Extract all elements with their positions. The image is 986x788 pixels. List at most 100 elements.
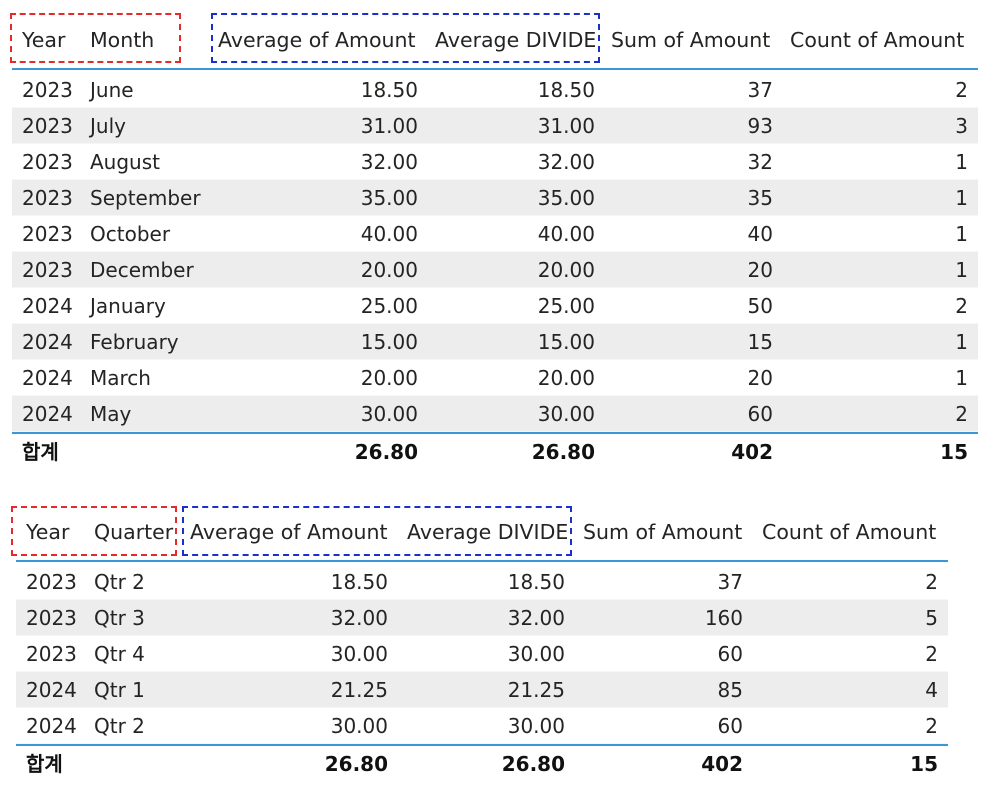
column-header-quarter[interactable]: Quarter — [94, 520, 174, 544]
row-separator — [12, 431, 978, 432]
table-row[interactable]: 2023 July 31.00 31.00 93 3 — [12, 108, 978, 144]
cell-count-of-amount: 1 — [955, 366, 968, 390]
cell-average-divide: 32.00 — [507, 606, 565, 630]
highlight-box-blue — [182, 506, 572, 556]
column-header-year[interactable]: Year — [22, 28, 66, 52]
cell-average-of-amount: 40.00 — [360, 222, 418, 246]
cell-sum-of-amount: 37 — [717, 570, 743, 594]
table-row[interactable]: 2023 October 40.00 40.00 40 1 — [12, 216, 978, 252]
cell-count-of-amount: 1 — [955, 186, 968, 210]
table-row[interactable]: 2024 February 15.00 15.00 15 1 — [12, 324, 978, 360]
row-separator — [16, 707, 948, 708]
cell-quarter: Qtr 2 — [94, 714, 145, 738]
table-row[interactable]: 2023 Qtr 2 18.50 18.50 37 2 — [16, 564, 948, 600]
cell-average-divide: 20.00 — [537, 366, 595, 390]
cell-month: July — [90, 114, 126, 138]
cell-average-divide: 30.00 — [507, 714, 565, 738]
cell-count-of-amount: 1 — [955, 258, 968, 282]
column-header-sum-of-amount[interactable]: Sum of Amount — [583, 520, 743, 544]
cell-count-of-amount: 3 — [955, 114, 968, 138]
cell-year: 2024 — [22, 366, 73, 390]
total-average-of-amount: 26.80 — [324, 752, 388, 776]
cell-sum-of-amount: 85 — [717, 678, 743, 702]
cell-average-of-amount: 30.00 — [360, 402, 418, 426]
total-divider — [16, 744, 948, 746]
cell-sum-of-amount: 40 — [747, 222, 773, 246]
table-header: Year Month Average of Amount Average DIV… — [12, 12, 978, 70]
table-row[interactable]: 2023 August 32.00 32.00 32 1 — [12, 144, 978, 180]
total-average-of-amount: 26.80 — [354, 440, 418, 464]
column-header-year[interactable]: Year — [26, 520, 70, 544]
cell-year: 2023 — [22, 258, 73, 282]
table-row[interactable]: 2024 Qtr 1 21.25 21.25 85 4 — [16, 672, 948, 708]
total-count-of-amount: 15 — [910, 752, 938, 776]
cell-average-divide: 32.00 — [537, 150, 595, 174]
column-header-average-divide[interactable]: Average DIVIDE — [407, 520, 569, 544]
total-count-of-amount: 15 — [940, 440, 968, 464]
column-header-sum-of-amount[interactable]: Sum of Amount — [611, 28, 771, 52]
table-row[interactable]: 2024 March 20.00 20.00 20 1 — [12, 360, 978, 396]
cell-average-divide: 15.00 — [537, 330, 595, 354]
column-header-average-of-amount[interactable]: Average of Amount — [218, 28, 416, 52]
cell-sum-of-amount: 50 — [747, 294, 773, 318]
cell-average-divide: 25.00 — [537, 294, 595, 318]
cell-quarter: Qtr 3 — [94, 606, 145, 630]
table-row[interactable]: 2024 May 30.00 30.00 60 2 — [12, 396, 978, 432]
cell-count-of-amount: 2 — [925, 714, 938, 738]
cell-average-of-amount: 20.00 — [360, 258, 418, 282]
cell-month: May — [90, 402, 132, 426]
cell-average-of-amount: 31.00 — [360, 114, 418, 138]
cell-year: 2023 — [26, 606, 77, 630]
cell-average-of-amount: 30.00 — [330, 714, 388, 738]
total-sum-of-amount: 402 — [731, 440, 773, 464]
cell-year: 2023 — [26, 570, 77, 594]
cell-average-divide: 31.00 — [537, 114, 595, 138]
column-header-average-of-amount[interactable]: Average of Amount — [190, 520, 388, 544]
row-separator — [12, 215, 978, 216]
cell-month: December — [90, 258, 194, 282]
header-divider — [12, 68, 978, 70]
cell-average-of-amount: 15.00 — [360, 330, 418, 354]
cell-count-of-amount: 1 — [955, 150, 968, 174]
cell-year: 2024 — [26, 714, 77, 738]
cell-average-of-amount: 20.00 — [360, 366, 418, 390]
column-header-count-of-amount[interactable]: Count of Amount — [790, 28, 965, 52]
table-row[interactable]: 2023 Qtr 3 32.00 32.00 160 5 — [16, 600, 948, 636]
total-label: 합계 — [26, 752, 63, 776]
cell-month: February — [90, 330, 179, 354]
column-header-average-divide[interactable]: Average DIVIDE — [435, 28, 597, 52]
cell-count-of-amount: 2 — [925, 570, 938, 594]
cell-count-of-amount: 2 — [955, 78, 968, 102]
cell-average-of-amount: 18.50 — [360, 78, 418, 102]
column-header-month[interactable]: Month — [90, 28, 155, 52]
cell-year: 2024 — [22, 294, 73, 318]
cell-sum-of-amount: 20 — [747, 258, 773, 282]
table-row[interactable]: 2024 January 25.00 25.00 50 2 — [12, 288, 978, 324]
cell-month: January — [90, 294, 166, 318]
cell-sum-of-amount: 160 — [704, 606, 743, 630]
column-header-count-of-amount[interactable]: Count of Amount — [762, 520, 937, 544]
highlight-box-red — [11, 506, 177, 556]
cell-sum-of-amount: 20 — [747, 366, 773, 390]
total-average-divide: 26.80 — [501, 752, 565, 776]
cell-average-divide: 30.00 — [507, 642, 565, 666]
table-row[interactable]: 2023 Qtr 4 30.00 30.00 60 2 — [16, 636, 948, 672]
table-row[interactable]: 2023 June 18.50 18.50 37 2 — [12, 72, 978, 108]
cell-quarter: Qtr 4 — [94, 642, 145, 666]
row-separator — [16, 599, 948, 600]
table-row[interactable]: 2023 September 35.00 35.00 35 1 — [12, 180, 978, 216]
row-separator — [12, 143, 978, 144]
table-row[interactable]: 2024 Qtr 2 30.00 30.00 60 2 — [16, 708, 948, 744]
cell-sum-of-amount: 60 — [717, 642, 743, 666]
cell-year: 2023 — [26, 642, 77, 666]
cell-sum-of-amount: 15 — [747, 330, 773, 354]
row-separator — [12, 323, 978, 324]
cell-year: 2024 — [22, 402, 73, 426]
cell-sum-of-amount: 60 — [717, 714, 743, 738]
cell-sum-of-amount: 60 — [747, 402, 773, 426]
total-average-divide: 26.80 — [531, 440, 595, 464]
table-year-quarter: Year Quarter Average of Amount Average D… — [16, 504, 948, 776]
cell-month: March — [90, 366, 151, 390]
total-sum-of-amount: 402 — [701, 752, 743, 776]
table-row[interactable]: 2023 December 20.00 20.00 20 1 — [12, 252, 978, 288]
